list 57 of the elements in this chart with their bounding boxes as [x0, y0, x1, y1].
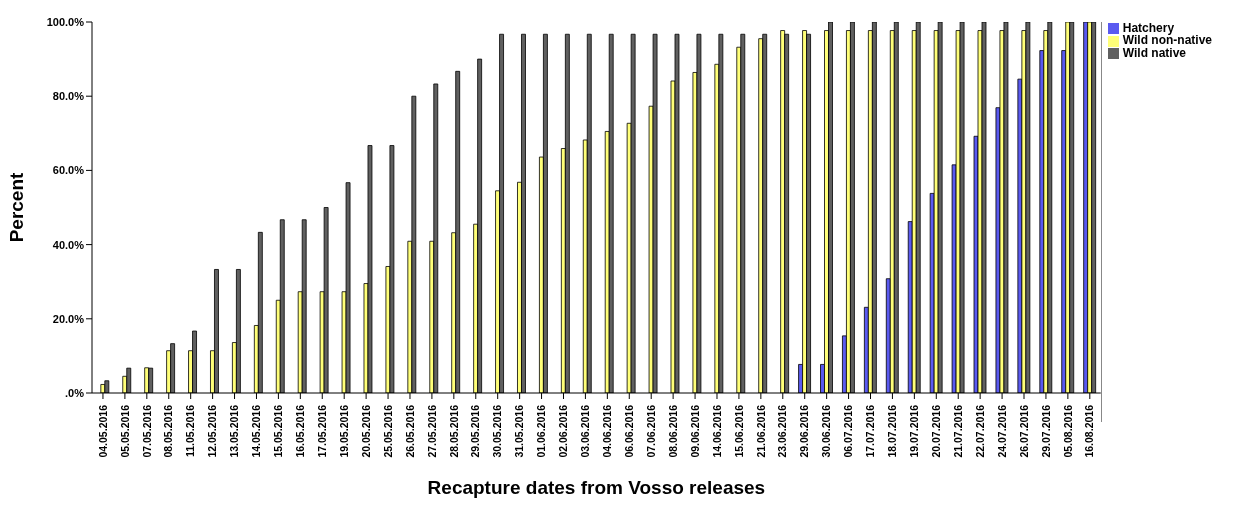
x-tick-label: 16.08.2016	[1083, 404, 1096, 458]
x-tick-label: 05.08.2016	[1061, 404, 1074, 458]
y-tick-label: 80.0%	[52, 90, 85, 103]
x-tick-label: 12.05.2016	[206, 404, 219, 458]
x-tick-label: 31.05.2016	[513, 404, 526, 458]
x-tick-label: 02.06.2016	[557, 404, 570, 458]
x-tick-label: 04.05.2016	[96, 404, 109, 458]
y-tick-label: .0%	[65, 386, 85, 399]
x-tick-label: 07.06.2016	[644, 404, 657, 458]
x-tick-label: 17.07.2016	[864, 404, 877, 458]
x-tick-label: 11.05.2016	[184, 404, 197, 457]
x-tick-label: 26.05.2016	[403, 404, 416, 458]
y-tick-label: 20.0%	[52, 312, 85, 325]
x-tick-label: 01.06.2016	[535, 404, 548, 458]
x-tick-label: 18.07.2016	[886, 404, 899, 458]
x-tick-label: 03.06.2016	[579, 404, 592, 458]
x-tick-label: 21.06.2016	[754, 404, 767, 458]
x-tick-label: 25.05.2016	[381, 404, 394, 458]
x-tick-label: 08.05.2016	[162, 404, 175, 458]
x-tick-label: 19.07.2016	[908, 404, 921, 458]
x-tick-label: 09.06.2016	[688, 404, 701, 458]
x-tick-label: 29.05.2016	[469, 404, 482, 458]
y-tick-label: 60.0%	[52, 164, 85, 177]
x-tick-label: 05.05.2016	[118, 404, 131, 458]
y-axis-title: Percent	[5, 171, 27, 243]
x-tick-label: 14.05.2016	[250, 404, 263, 458]
x-tick-label: 19.05.2016	[337, 404, 350, 458]
x-tick-label: 13.05.2016	[228, 404, 241, 458]
x-tick-label: 04.06.2016	[601, 404, 614, 458]
x-tick-label: 22.07.2016	[973, 404, 986, 458]
x-tick-label: 20.07.2016	[929, 404, 942, 458]
x-tick-label: 08.06.2016	[666, 404, 679, 458]
x-tick-label: 20.05.2016	[359, 404, 372, 458]
legend-label: Wild native	[1122, 45, 1186, 60]
x-tick-label: 24.07.2016	[995, 404, 1008, 458]
x-tick-label: 29.07.2016	[1039, 404, 1052, 458]
x-tick-label: 06.07.2016	[842, 404, 855, 458]
y-tick-label: 100.0%	[46, 15, 85, 28]
x-tick-label: 27.05.2016	[425, 404, 438, 458]
x-tick-label: 15.05.2016	[272, 404, 285, 458]
legend-label: Hatchery	[1122, 21, 1175, 35]
legend-label: Wild non-native	[1122, 33, 1212, 48]
x-tick-label: 14.06.2016	[710, 404, 723, 458]
x-axis-title: Recapture dates from Vosso releases	[427, 477, 766, 499]
x-tick-label: 29.06.2016	[798, 404, 811, 458]
x-tick-label: 30.05.2016	[491, 404, 504, 458]
x-tick-label: 26.07.2016	[1017, 404, 1030, 458]
x-tick-label: 07.05.2016	[140, 404, 153, 458]
x-tick-label: 15.06.2016	[732, 404, 745, 458]
x-tick-label: 28.05.2016	[447, 404, 460, 458]
x-tick-label: 21.07.2016	[951, 404, 964, 458]
x-tick-label: 16.05.2016	[294, 404, 307, 458]
x-tick-label: 23.06.2016	[776, 404, 789, 458]
x-tick-label: 17.05.2016	[315, 404, 328, 458]
x-tick-label: 06.06.2016	[622, 404, 635, 458]
x-tick-label: 30.06.2016	[820, 404, 833, 458]
y-tick-label: 40.0%	[52, 238, 85, 251]
